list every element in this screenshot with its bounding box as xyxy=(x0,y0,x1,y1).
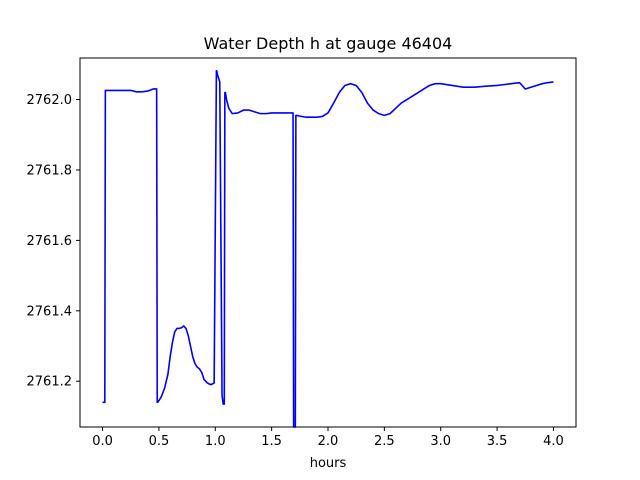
x-tick-label: 2.5 xyxy=(374,434,395,449)
y-tick-label: 2761.4 xyxy=(27,304,73,319)
plot-area xyxy=(102,69,554,428)
y-tick-label: 2761.8 xyxy=(27,163,73,178)
x-axis-label: hours xyxy=(310,456,347,471)
x-tick-label: 1.0 xyxy=(205,434,226,449)
y-tick-label: 2761.6 xyxy=(27,234,73,249)
chart-title: Water Depth h at gauge 46404 xyxy=(204,34,453,53)
y-tick-label: 2761.2 xyxy=(27,375,73,390)
x-tick-label: 1.5 xyxy=(261,434,282,449)
series-line-0 xyxy=(102,69,554,428)
x-tick-label: 3.5 xyxy=(487,434,508,449)
y-axis: 2761.2 2761.4 2761.6 2761.8 2762.0 xyxy=(27,93,80,390)
x-tick-label: 0.0 xyxy=(92,434,113,449)
x-axis: 0.0 0.5 1.0 1.5 2.0 2.5 3.0 3.5 4.0 xyxy=(92,427,564,449)
x-tick-label: 4.0 xyxy=(543,434,564,449)
x-tick-label: 3.0 xyxy=(430,434,451,449)
y-tick-label: 2762.0 xyxy=(27,93,73,108)
x-tick-label: 2.0 xyxy=(318,434,339,449)
x-tick-label: 0.5 xyxy=(149,434,170,449)
